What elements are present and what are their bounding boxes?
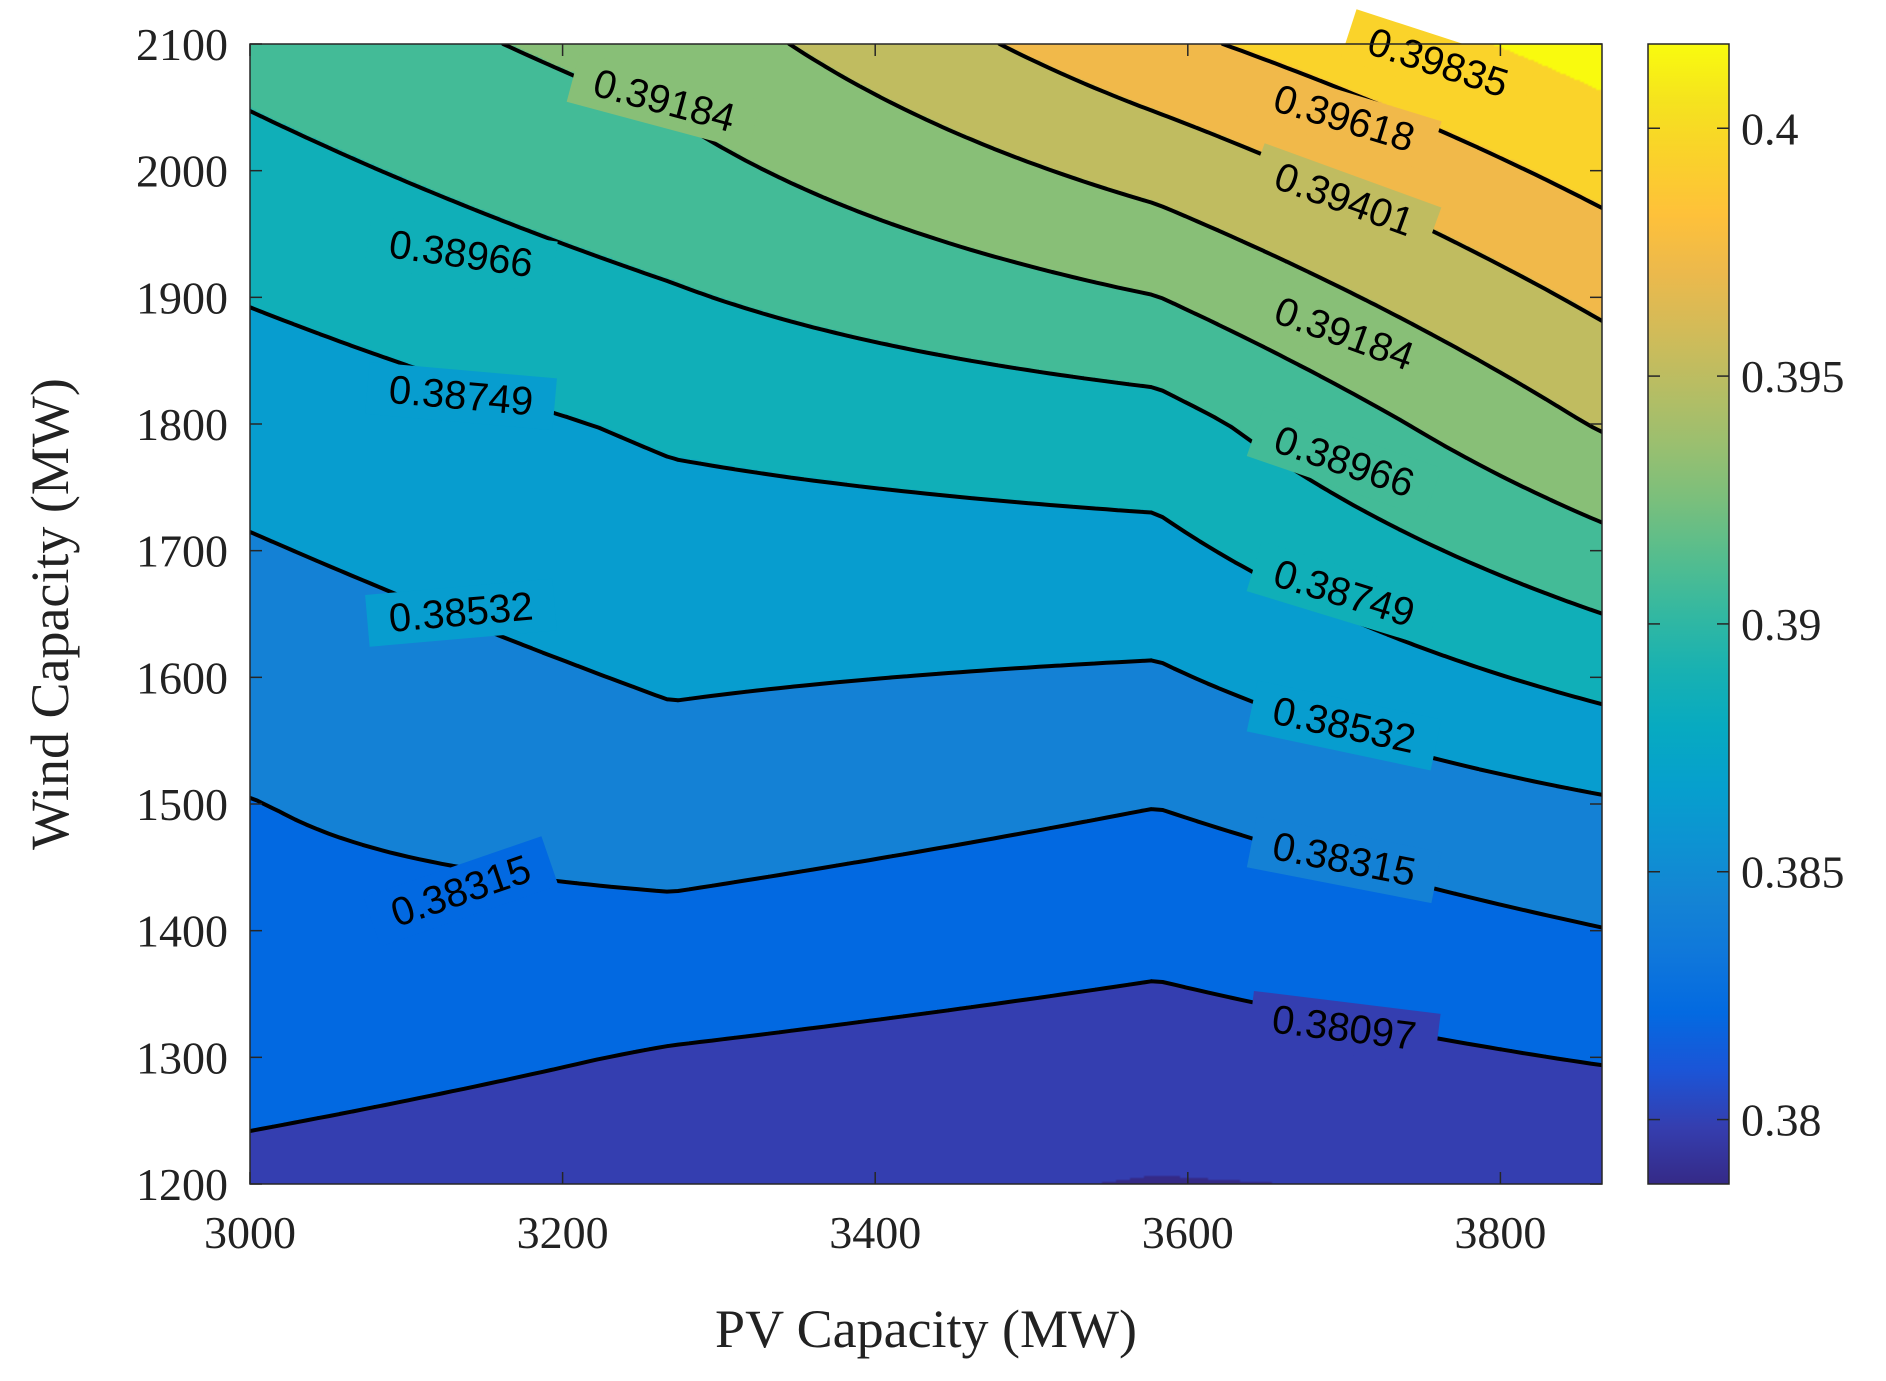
y-axis-title: Wind Capacity (MW) (20, 378, 80, 850)
x-tick-label: 3600 (1142, 1207, 1234, 1258)
contour-label-bg (365, 578, 557, 647)
colorbar-tick-label: 0.4 (1741, 103, 1799, 154)
contour-label-bg (1246, 816, 1442, 904)
colorbar-tick-label: 0.39 (1741, 599, 1822, 650)
x-tick-label: 3400 (829, 1207, 921, 1258)
contour-label-bg (1246, 66, 1442, 172)
colorbar-tick-label: 0.385 (1741, 847, 1845, 898)
y-axis-ticks: 1200 1300 1400 1500 1600 1700 1800 1900 2000 2100 (136, 19, 1602, 1210)
colorbar: 0.38 0.385 0.39 0.395 0.4 (1647, 43, 1845, 1185)
contour-label: 0.38749 (365, 362, 557, 431)
x-axis-title: PV Capacity (MW) (715, 1299, 1137, 1359)
y-tick-label: 1500 (136, 779, 228, 830)
contour-label-bg (1246, 680, 1442, 771)
contour-label-bg (365, 362, 557, 431)
y-tick-label: 1300 (136, 1032, 228, 1083)
plot-frame (249, 43, 1603, 1185)
contour-line-0.38966 (250, 109, 1602, 616)
x-tick-label: 3200 (517, 1207, 609, 1258)
y-tick-label: 1900 (136, 272, 228, 323)
y-tick-label: 1200 (136, 1159, 228, 1210)
x-tick-label: 3800 (1454, 1207, 1546, 1258)
contour-label: 0.38532 (365, 578, 557, 647)
contour-label-bg (1247, 990, 1441, 1066)
contour-label-bg (566, 51, 762, 151)
y-tick-label: 2100 (136, 19, 228, 70)
y-tick-label: 1800 (136, 399, 228, 450)
colorbar-ramp (1647, 43, 1730, 1185)
contour-label-bg (1246, 143, 1442, 257)
contour-label-bg (1246, 277, 1442, 391)
x-tick-label: 3000 (204, 1207, 296, 1258)
y-tick-label: 1600 (136, 652, 228, 703)
y-tick-label: 2000 (136, 146, 228, 197)
y-tick-label: 1700 (136, 526, 228, 577)
x-axis-ticks: 3000 3200 3400 3600 3800 (204, 44, 1546, 1258)
y-tick-label: 1400 (136, 906, 228, 957)
contour-label-bg (363, 836, 559, 947)
contour-label: 0.38966 (364, 215, 558, 294)
colorbar-tick-label: 0.395 (1741, 351, 1845, 402)
contour-label-bg (1340, 9, 1536, 117)
contour-label-bg (1246, 406, 1442, 518)
colorbar-ticks: 0.38 0.385 0.39 0.395 0.4 (1648, 103, 1845, 1146)
contour-label-bg (364, 215, 558, 294)
contour-line-0.39401 (787, 44, 1602, 434)
colorbar-tick-label: 0.38 (1741, 1095, 1822, 1146)
contour-label-bg (1246, 541, 1442, 647)
